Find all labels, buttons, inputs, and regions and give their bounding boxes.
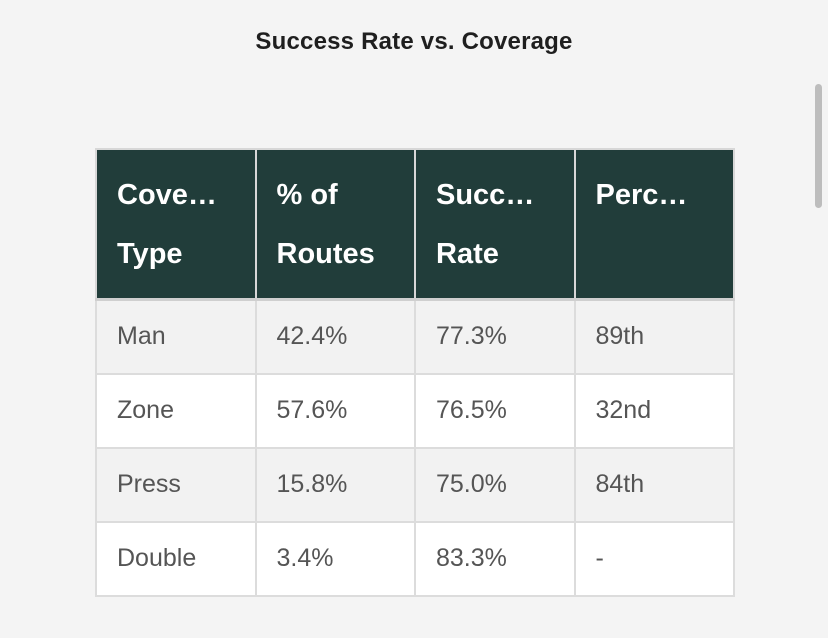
- table-cell: 83.3%: [414, 520, 576, 597]
- table-row: Man 42.4% 77.3% 89th: [95, 298, 735, 375]
- header-coverage-type[interactable]: Cove… Type: [95, 148, 257, 301]
- coverage-table: Cove… Type % of Routes Succ… Rate Perc…: [95, 148, 735, 597]
- header-success-rate[interactable]: Succ… Rate: [414, 148, 576, 301]
- table-cell: Zone: [95, 372, 257, 449]
- table-cell: 15.8%: [254, 446, 416, 523]
- header-line: % of: [276, 180, 338, 210]
- table-row: Double 3.4% 83.3% -: [95, 520, 735, 597]
- table-cell: Man: [95, 298, 257, 375]
- header-line: Routes: [276, 239, 375, 269]
- table-cell: 32nd: [573, 372, 735, 449]
- table-cell: 3.4%: [254, 520, 416, 597]
- table-row: Zone 57.6% 76.5% 32nd: [95, 372, 735, 449]
- table-cell: 84th: [573, 446, 735, 523]
- header-line: Type: [117, 239, 183, 269]
- table-cell: Double: [95, 520, 257, 597]
- header-line: Rate: [436, 239, 499, 269]
- header-line: Cove…: [117, 180, 217, 210]
- table-cell: 75.0%: [414, 446, 576, 523]
- table-cell: 77.3%: [414, 298, 576, 375]
- table-cell: 89th: [573, 298, 735, 375]
- table-cell: -: [573, 520, 735, 597]
- table-cell: Press: [95, 446, 257, 523]
- header-line: Succ…: [436, 180, 535, 210]
- table-cell: 76.5%: [414, 372, 576, 449]
- table-header-row: Cove… Type % of Routes Succ… Rate Perc…: [95, 148, 735, 301]
- header-percent-routes[interactable]: % of Routes: [254, 148, 416, 301]
- scrollbar[interactable]: [815, 84, 822, 208]
- header-percentile[interactable]: Perc…: [573, 148, 735, 301]
- header-line: Perc…: [595, 180, 688, 210]
- header-line: [596, 239, 714, 269]
- table-row: Press 15.8% 75.0% 84th: [95, 446, 735, 523]
- table-cell: 42.4%: [254, 298, 416, 375]
- page-title: Success Rate vs. Coverage: [255, 28, 573, 55]
- table-cell: 57.6%: [254, 372, 416, 449]
